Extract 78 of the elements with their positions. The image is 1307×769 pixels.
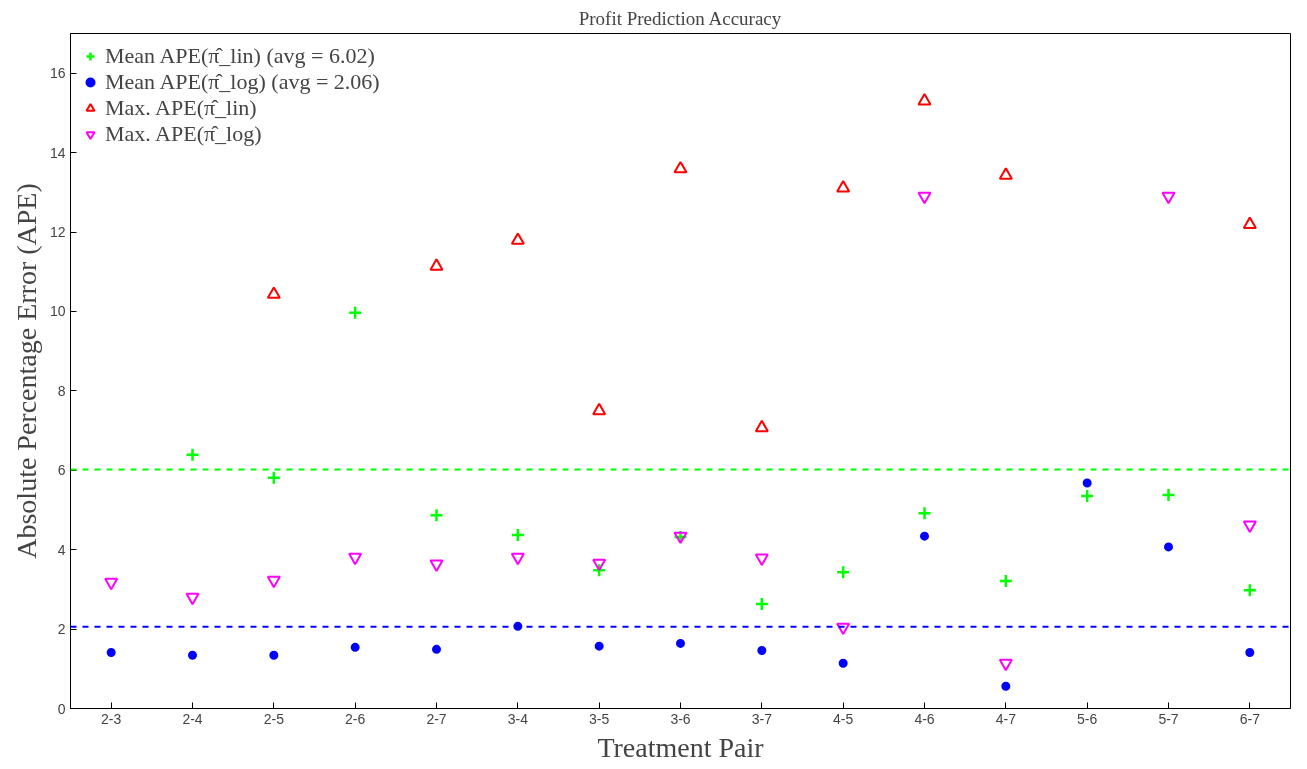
point [754,553,769,566]
y-tick-label: 14 [49,144,66,161]
y-tick-label: 0 [57,700,66,717]
point [594,641,604,651]
y-tick-label: 6 [57,462,66,479]
chart-title: Profit Prediction Accuracy [578,7,782,29]
point [1245,648,1255,658]
y-tick-label: 12 [49,224,66,241]
point [1161,487,1176,503]
point [676,638,685,648]
x-tick-label: 2-7 [426,710,447,727]
x-axis-title: Treatment Pair [597,731,765,763]
legend-label: Mean APE(π̂_lin) (avg = 6.02) [105,43,375,69]
point [1242,216,1257,229]
point [429,258,444,271]
legend-label: Max. APE(π̂_log) [105,121,262,147]
point [592,558,607,572]
point [185,447,200,463]
point [1242,582,1258,598]
point [998,658,1013,672]
point [348,552,363,566]
point [266,286,281,299]
point [673,160,688,174]
x-tick-label: 4-6 [914,710,935,727]
point [592,402,607,416]
point [1164,542,1173,552]
point [266,575,281,589]
point [1082,478,1092,488]
point [998,167,1013,180]
point [920,531,929,541]
point [429,507,444,523]
point [917,505,932,521]
point [510,552,525,566]
x-tick-label: 2-6 [345,710,366,727]
y-axis-title: Absolute Percentage Error (APE) [10,183,42,559]
point [835,565,851,580]
y-tick-label: 16 [49,65,66,82]
point [188,650,197,660]
point [347,305,363,320]
y-tick-label: 10 [49,303,66,320]
point [269,650,279,660]
legend-label: Mean APE(π̂_log) (avg = 2.06) [105,69,380,95]
point [350,642,360,652]
x-tick-label: 2-4 [182,710,203,727]
x-tick-label: 2-3 [101,710,122,727]
point [432,644,441,654]
x-tick-label: 2-5 [263,710,285,727]
x-tick-label: 3-5 [589,710,610,727]
x-tick-label: 3-7 [751,710,773,727]
y-tick-label: 2 [57,621,66,638]
point [754,419,769,433]
y-tick-label: 4 [57,541,66,558]
point [106,648,116,658]
point [838,658,848,668]
point [998,573,1014,589]
point [1242,520,1257,533]
point [1001,681,1011,691]
x-tick-label: 4-7 [995,710,1017,727]
legend-label: Max. APE(π̂_lin) [105,95,257,121]
point [917,93,932,106]
point [836,180,851,193]
point [510,527,526,543]
x-tick-label: 3-6 [670,710,691,727]
point [185,592,200,606]
x-tick-label: 4-5 [833,710,854,727]
point [429,559,444,572]
point [266,470,282,486]
x-tick-label: 5-7 [1158,710,1179,727]
point [836,622,851,636]
point [754,596,770,612]
point [510,232,525,245]
point [104,577,119,591]
x-tick-label: 3-4 [507,710,529,727]
point [757,646,767,656]
y-tick-label: 8 [57,382,66,399]
x-tick-label: 6-7 [1239,710,1261,727]
point [1079,488,1095,504]
x-tick-label: 5-6 [1077,710,1098,727]
